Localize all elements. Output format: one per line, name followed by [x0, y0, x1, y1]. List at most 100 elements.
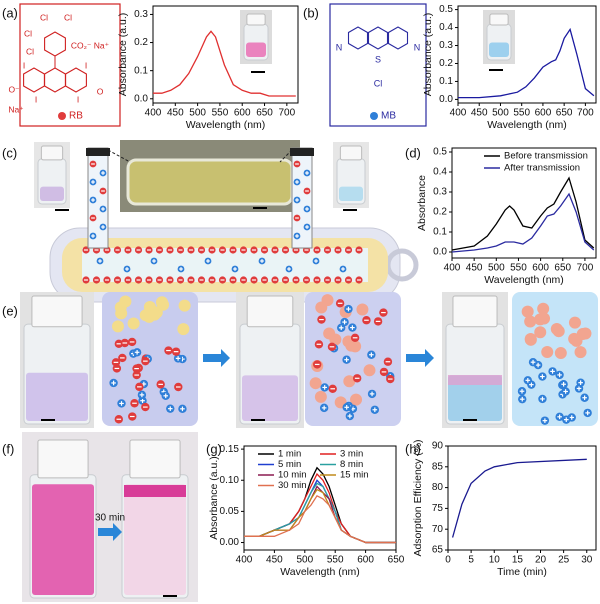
- vial-cap: [37, 439, 89, 479]
- panel-label: (e): [2, 303, 18, 318]
- adsorbent: [524, 315, 537, 328]
- plot-frame: [243, 445, 397, 551]
- y-tick-label: 0.1: [433, 227, 447, 238]
- plot-frame: [457, 5, 597, 104]
- y-tick-label: 0.2: [433, 207, 447, 218]
- dash: [279, 149, 293, 163]
- vial-liquid: [40, 186, 64, 201]
- x-tick-label: 650: [388, 555, 405, 566]
- arrow: [98, 528, 114, 536]
- channel: [82, 248, 368, 282]
- y-tick-label: 0.4: [439, 22, 453, 33]
- tray-photo: [126, 158, 294, 206]
- x-tick-label: 550: [327, 555, 344, 566]
- y-tick-label: 0.5: [433, 147, 447, 158]
- y-tick-label: 0.05: [220, 506, 240, 517]
- y-tick-label: 0.1: [439, 76, 453, 87]
- vial-cap: [129, 439, 181, 479]
- adsorbent: [343, 375, 356, 388]
- legend-label: 8 min: [340, 459, 363, 470]
- series-line: [244, 494, 396, 544]
- y-axis-label: Absorbance (a.u.): [422, 13, 434, 96]
- dash: [107, 149, 131, 163]
- x-tick-label: 15: [512, 555, 524, 566]
- vial-cap: [452, 295, 498, 328]
- x-tick-label: 450: [266, 555, 283, 566]
- y-tick-label: 0.4: [433, 167, 447, 178]
- legend-label: 3 min: [340, 449, 363, 460]
- x-tick-label: 10: [489, 555, 501, 566]
- y-tick-label: 0.5: [439, 4, 453, 15]
- y-tick-label: 0.3: [433, 187, 447, 198]
- x-tick-label: 700: [577, 108, 594, 119]
- atom-label: Cl: [64, 12, 72, 22]
- y-tick-label: 0.0: [134, 93, 148, 104]
- diagram: [305, 292, 401, 426]
- x-axis-label: Time (min): [497, 566, 547, 578]
- x-tick-label: 450: [167, 108, 184, 119]
- legend-label: 30 min: [278, 480, 307, 491]
- panel-label: (h): [405, 441, 421, 456]
- x-tick-label: 20: [535, 555, 547, 566]
- series-line: [451, 176, 595, 251]
- x-tick-label: 450: [471, 108, 488, 119]
- x-tick-label: 500: [492, 108, 509, 119]
- adsorbent: [157, 298, 170, 311]
- adsorbent: [554, 347, 567, 360]
- vial-liquid: [448, 375, 502, 421]
- x-tick-label: 500: [488, 263, 505, 274]
- adsorbent: [119, 295, 132, 308]
- y-tick-label: 0.00: [220, 537, 240, 548]
- vial-liquid: [124, 484, 186, 595]
- tube-cap: [86, 148, 110, 156]
- arrow: [425, 349, 434, 367]
- arrow: [113, 523, 122, 541]
- x-tick-label: 600: [357, 555, 374, 566]
- atom-label: N: [414, 42, 421, 52]
- y-tick-label: 0.3: [134, 9, 148, 20]
- plot-frame: [447, 445, 597, 551]
- atom-label: Cl: [374, 78, 383, 88]
- y-tick-label: 0.0: [433, 247, 447, 258]
- x-tick-label: 650: [256, 108, 273, 119]
- vial-liquid: [32, 484, 94, 595]
- vial-liquid: [489, 42, 509, 57]
- y-tick-label: 0.10: [220, 475, 240, 486]
- legend-label: 1 min: [278, 449, 301, 460]
- x-tick-label: 0: [445, 555, 451, 566]
- atom-label: Cl: [26, 46, 34, 56]
- vial-band: [124, 485, 186, 497]
- atom-label: I: [35, 94, 37, 104]
- adsorbent: [127, 317, 140, 330]
- legend-label: 15 min: [340, 470, 369, 481]
- vial-liquid: [246, 42, 266, 57]
- x-tick-label: 500: [189, 108, 206, 119]
- atom-label: I: [77, 94, 79, 104]
- y-tick-label: 0.1: [134, 65, 148, 76]
- x-axis-label: Wavelength (nm): [487, 119, 567, 131]
- atom-label: Na⁺: [8, 104, 24, 114]
- atom-label: Cl: [24, 28, 32, 38]
- adsorbent: [148, 308, 161, 321]
- x-axis-label: Wavelength (nm): [280, 566, 360, 578]
- vial-cap: [40, 145, 64, 161]
- mb-icon: [370, 112, 378, 120]
- vial-band: [448, 375, 502, 385]
- y-tick-label: 0.15: [220, 444, 240, 455]
- x-tick-label: 600: [234, 108, 251, 119]
- atom-label: N: [336, 42, 343, 52]
- vial-liquid: [242, 375, 298, 421]
- y-tick-label: 0.3: [439, 40, 453, 51]
- x-tick-label: 650: [556, 108, 573, 119]
- y-tick-label: 90: [432, 441, 444, 452]
- y-axis-label: Adsorption Efficiency (%): [412, 439, 424, 556]
- arrow: [203, 354, 222, 362]
- ring: [347, 26, 369, 50]
- atom-label: CO₂⁻ Na⁺: [71, 40, 110, 50]
- ring: [367, 26, 389, 50]
- structure-name: MB: [381, 111, 396, 122]
- plot-frame: [451, 147, 597, 259]
- mb-structure-box: [329, 3, 427, 127]
- atom-label: I: [85, 60, 87, 70]
